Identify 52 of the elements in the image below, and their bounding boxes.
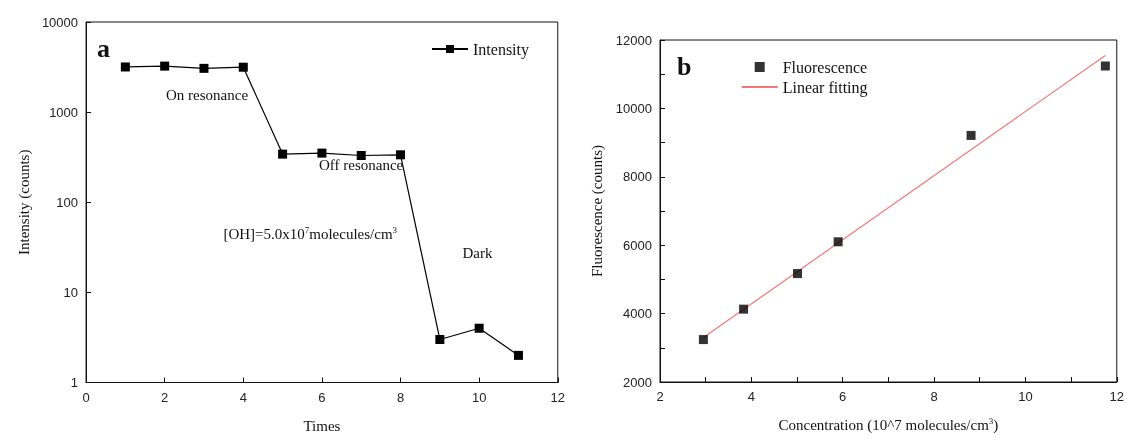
point bbox=[833, 237, 843, 247]
y-tick-label: 1000 bbox=[49, 104, 79, 120]
y-tick-label: 10000 bbox=[41, 14, 79, 30]
point bbox=[966, 130, 976, 140]
y-tick-label: 4000 bbox=[623, 306, 652, 322]
legend-label: Linear fitting bbox=[782, 78, 868, 97]
point bbox=[396, 150, 406, 160]
point bbox=[238, 62, 248, 72]
y-tick-label: 1 bbox=[70, 375, 79, 390]
x-tick-label: 0 bbox=[82, 389, 90, 405]
y-tick-label: 12000 bbox=[615, 32, 652, 48]
y-tick-label: 100 bbox=[56, 194, 79, 210]
x-tick-label: 6 bbox=[318, 389, 326, 405]
y-tick-label: 6000 bbox=[623, 237, 652, 253]
point bbox=[513, 350, 523, 360]
point bbox=[317, 148, 327, 158]
point bbox=[160, 61, 170, 71]
x-tick-label: 8 bbox=[396, 389, 405, 405]
point bbox=[120, 62, 130, 72]
y-tick-label: 8000 bbox=[623, 169, 652, 185]
annotation: Dark bbox=[462, 244, 493, 261]
y-axis-title: Fluorescence (counts) bbox=[589, 144, 607, 278]
point bbox=[199, 63, 209, 73]
chart-title: b bbox=[677, 51, 692, 81]
legend-label: Intensity bbox=[473, 40, 530, 59]
point bbox=[474, 323, 484, 333]
x-tick-label: 4 bbox=[239, 389, 247, 405]
annotation: On resonance bbox=[166, 87, 249, 104]
x-axis-title: Times bbox=[303, 417, 341, 434]
point bbox=[356, 151, 366, 161]
x-tick-label: 6 bbox=[839, 389, 847, 404]
point bbox=[792, 269, 802, 279]
annotation: Off resonance bbox=[319, 156, 404, 173]
point bbox=[739, 304, 749, 314]
point bbox=[1100, 61, 1110, 71]
y-tick-label: 2000 bbox=[623, 374, 652, 390]
x-tick-label: 12 bbox=[550, 389, 565, 405]
y-axis-title: Intensity (counts) bbox=[15, 149, 33, 255]
x-tick-label: 12 bbox=[1109, 389, 1124, 404]
x-tick-label: 8 bbox=[930, 389, 938, 404]
x-tick-label: 4 bbox=[747, 389, 755, 404]
x-tick-label: 10 bbox=[1018, 389, 1033, 404]
point bbox=[435, 335, 445, 344]
y-tick-label: 10000 bbox=[615, 100, 652, 116]
point bbox=[278, 149, 288, 159]
x-tick-label: 2 bbox=[656, 389, 664, 404]
legend-label: Fluorescence bbox=[782, 58, 868, 76]
x-tick-label: 10 bbox=[471, 389, 487, 405]
y-tick-label: 10 bbox=[63, 284, 79, 300]
point bbox=[698, 335, 708, 345]
x-tick-label: 2 bbox=[161, 389, 169, 405]
chart-title: a bbox=[97, 33, 110, 63]
